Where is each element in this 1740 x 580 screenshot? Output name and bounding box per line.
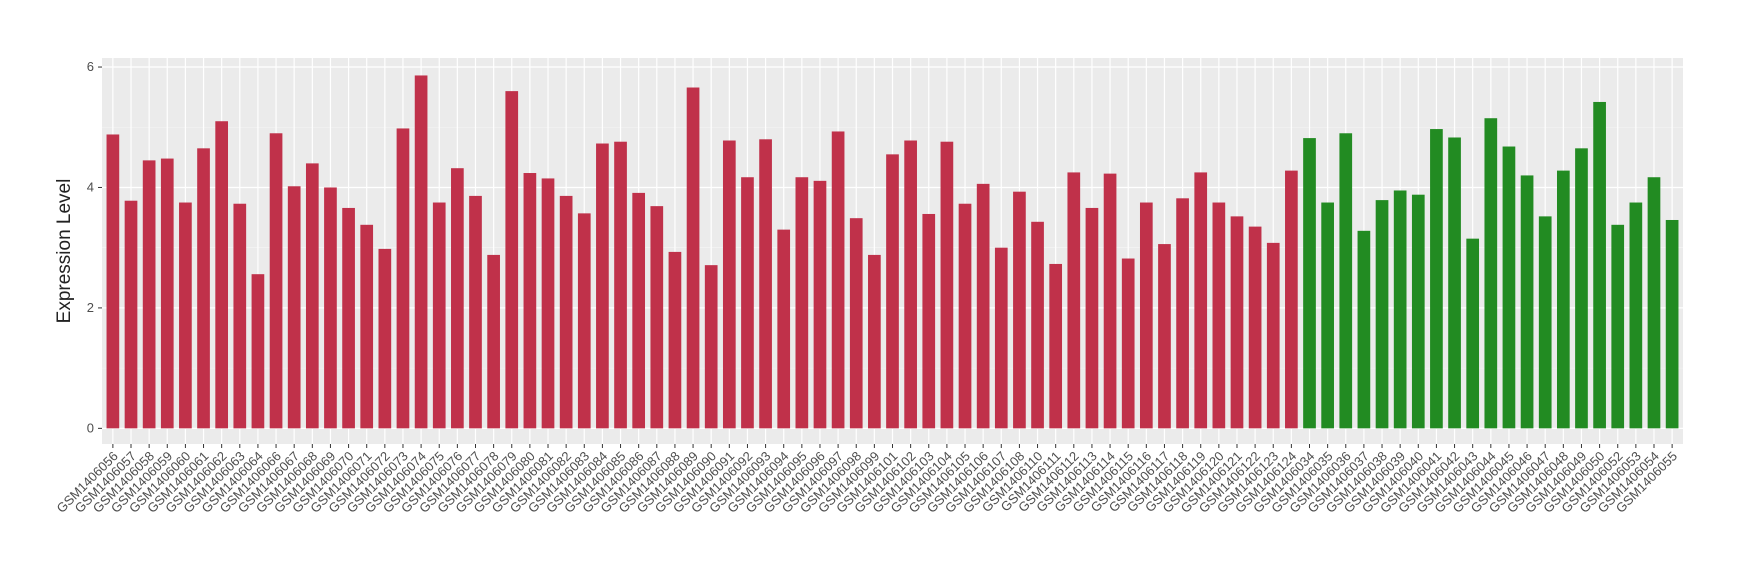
bar <box>233 203 247 429</box>
bar <box>958 203 972 429</box>
y-tick-label: 4 <box>87 179 94 194</box>
bar <box>759 139 772 429</box>
bar <box>1049 263 1063 429</box>
bar <box>1176 198 1189 429</box>
bar <box>523 173 537 429</box>
bar <box>451 168 464 429</box>
bar <box>1230 216 1244 429</box>
bar <box>269 133 283 429</box>
bar <box>1266 242 1280 429</box>
y-tick-label: 2 <box>87 300 94 315</box>
bar <box>795 177 809 429</box>
bar <box>904 140 917 429</box>
bar <box>142 160 156 429</box>
bar <box>305 163 319 429</box>
bar <box>1248 226 1262 429</box>
y-tick-label: 0 <box>87 420 94 435</box>
bar <box>106 134 120 429</box>
bar <box>1484 118 1498 429</box>
bar <box>668 251 682 429</box>
bar <box>831 131 845 429</box>
bar <box>1520 175 1534 429</box>
bar <box>505 91 519 429</box>
bar <box>1339 133 1353 429</box>
bar <box>922 213 936 429</box>
bar <box>686 87 700 429</box>
bar <box>396 128 410 429</box>
bar <box>1375 200 1389 429</box>
bar <box>614 141 627 429</box>
bar <box>1357 230 1371 429</box>
bar <box>251 274 265 429</box>
bar <box>1629 202 1643 429</box>
y-axis-label: Expression Level <box>54 179 75 324</box>
bar <box>1013 191 1026 429</box>
bar <box>1103 173 1117 429</box>
bar <box>1303 138 1316 429</box>
bar <box>197 148 210 429</box>
bar <box>360 224 374 429</box>
bar <box>1085 207 1099 429</box>
bar <box>469 195 482 429</box>
bar <box>1593 101 1606 429</box>
bar <box>813 180 827 429</box>
bar <box>886 154 899 429</box>
bar <box>940 141 954 429</box>
bar <box>1411 194 1425 429</box>
bar <box>342 207 355 429</box>
bar <box>1139 202 1153 429</box>
bar <box>976 183 990 429</box>
bar <box>577 213 591 429</box>
bar <box>1121 258 1135 429</box>
bar <box>1466 238 1480 429</box>
bar <box>378 248 392 429</box>
bar <box>722 140 736 429</box>
bar <box>777 229 791 429</box>
bar <box>1430 129 1443 429</box>
bar <box>1031 221 1044 429</box>
bar <box>1321 202 1334 429</box>
bar <box>179 202 192 429</box>
y-tick-label: 6 <box>87 59 94 74</box>
bar <box>287 186 301 429</box>
bar <box>741 177 754 429</box>
bar <box>849 218 863 429</box>
bar <box>994 247 1008 429</box>
bar <box>215 121 229 429</box>
bar <box>1448 137 1461 429</box>
bar <box>1194 172 1208 429</box>
bar <box>414 75 428 429</box>
bar <box>650 206 664 429</box>
bar <box>324 187 337 429</box>
bar <box>1067 172 1081 429</box>
bar <box>160 158 174 429</box>
bar <box>1158 244 1171 429</box>
bar <box>1502 146 1516 429</box>
bar <box>1538 216 1552 429</box>
bar <box>1611 224 1625 429</box>
bar <box>1285 170 1298 429</box>
bar <box>559 195 573 429</box>
bar <box>1647 177 1661 429</box>
bar <box>1393 190 1407 429</box>
bar <box>1665 219 1679 429</box>
bar <box>632 192 646 429</box>
bar <box>124 200 138 429</box>
bar <box>1575 148 1588 429</box>
bar <box>1212 202 1226 429</box>
bar <box>487 254 500 429</box>
bar <box>541 178 555 429</box>
bar <box>596 143 609 429</box>
bar <box>704 265 718 429</box>
bar <box>1556 170 1570 429</box>
bar <box>868 254 881 429</box>
bar <box>432 202 446 429</box>
